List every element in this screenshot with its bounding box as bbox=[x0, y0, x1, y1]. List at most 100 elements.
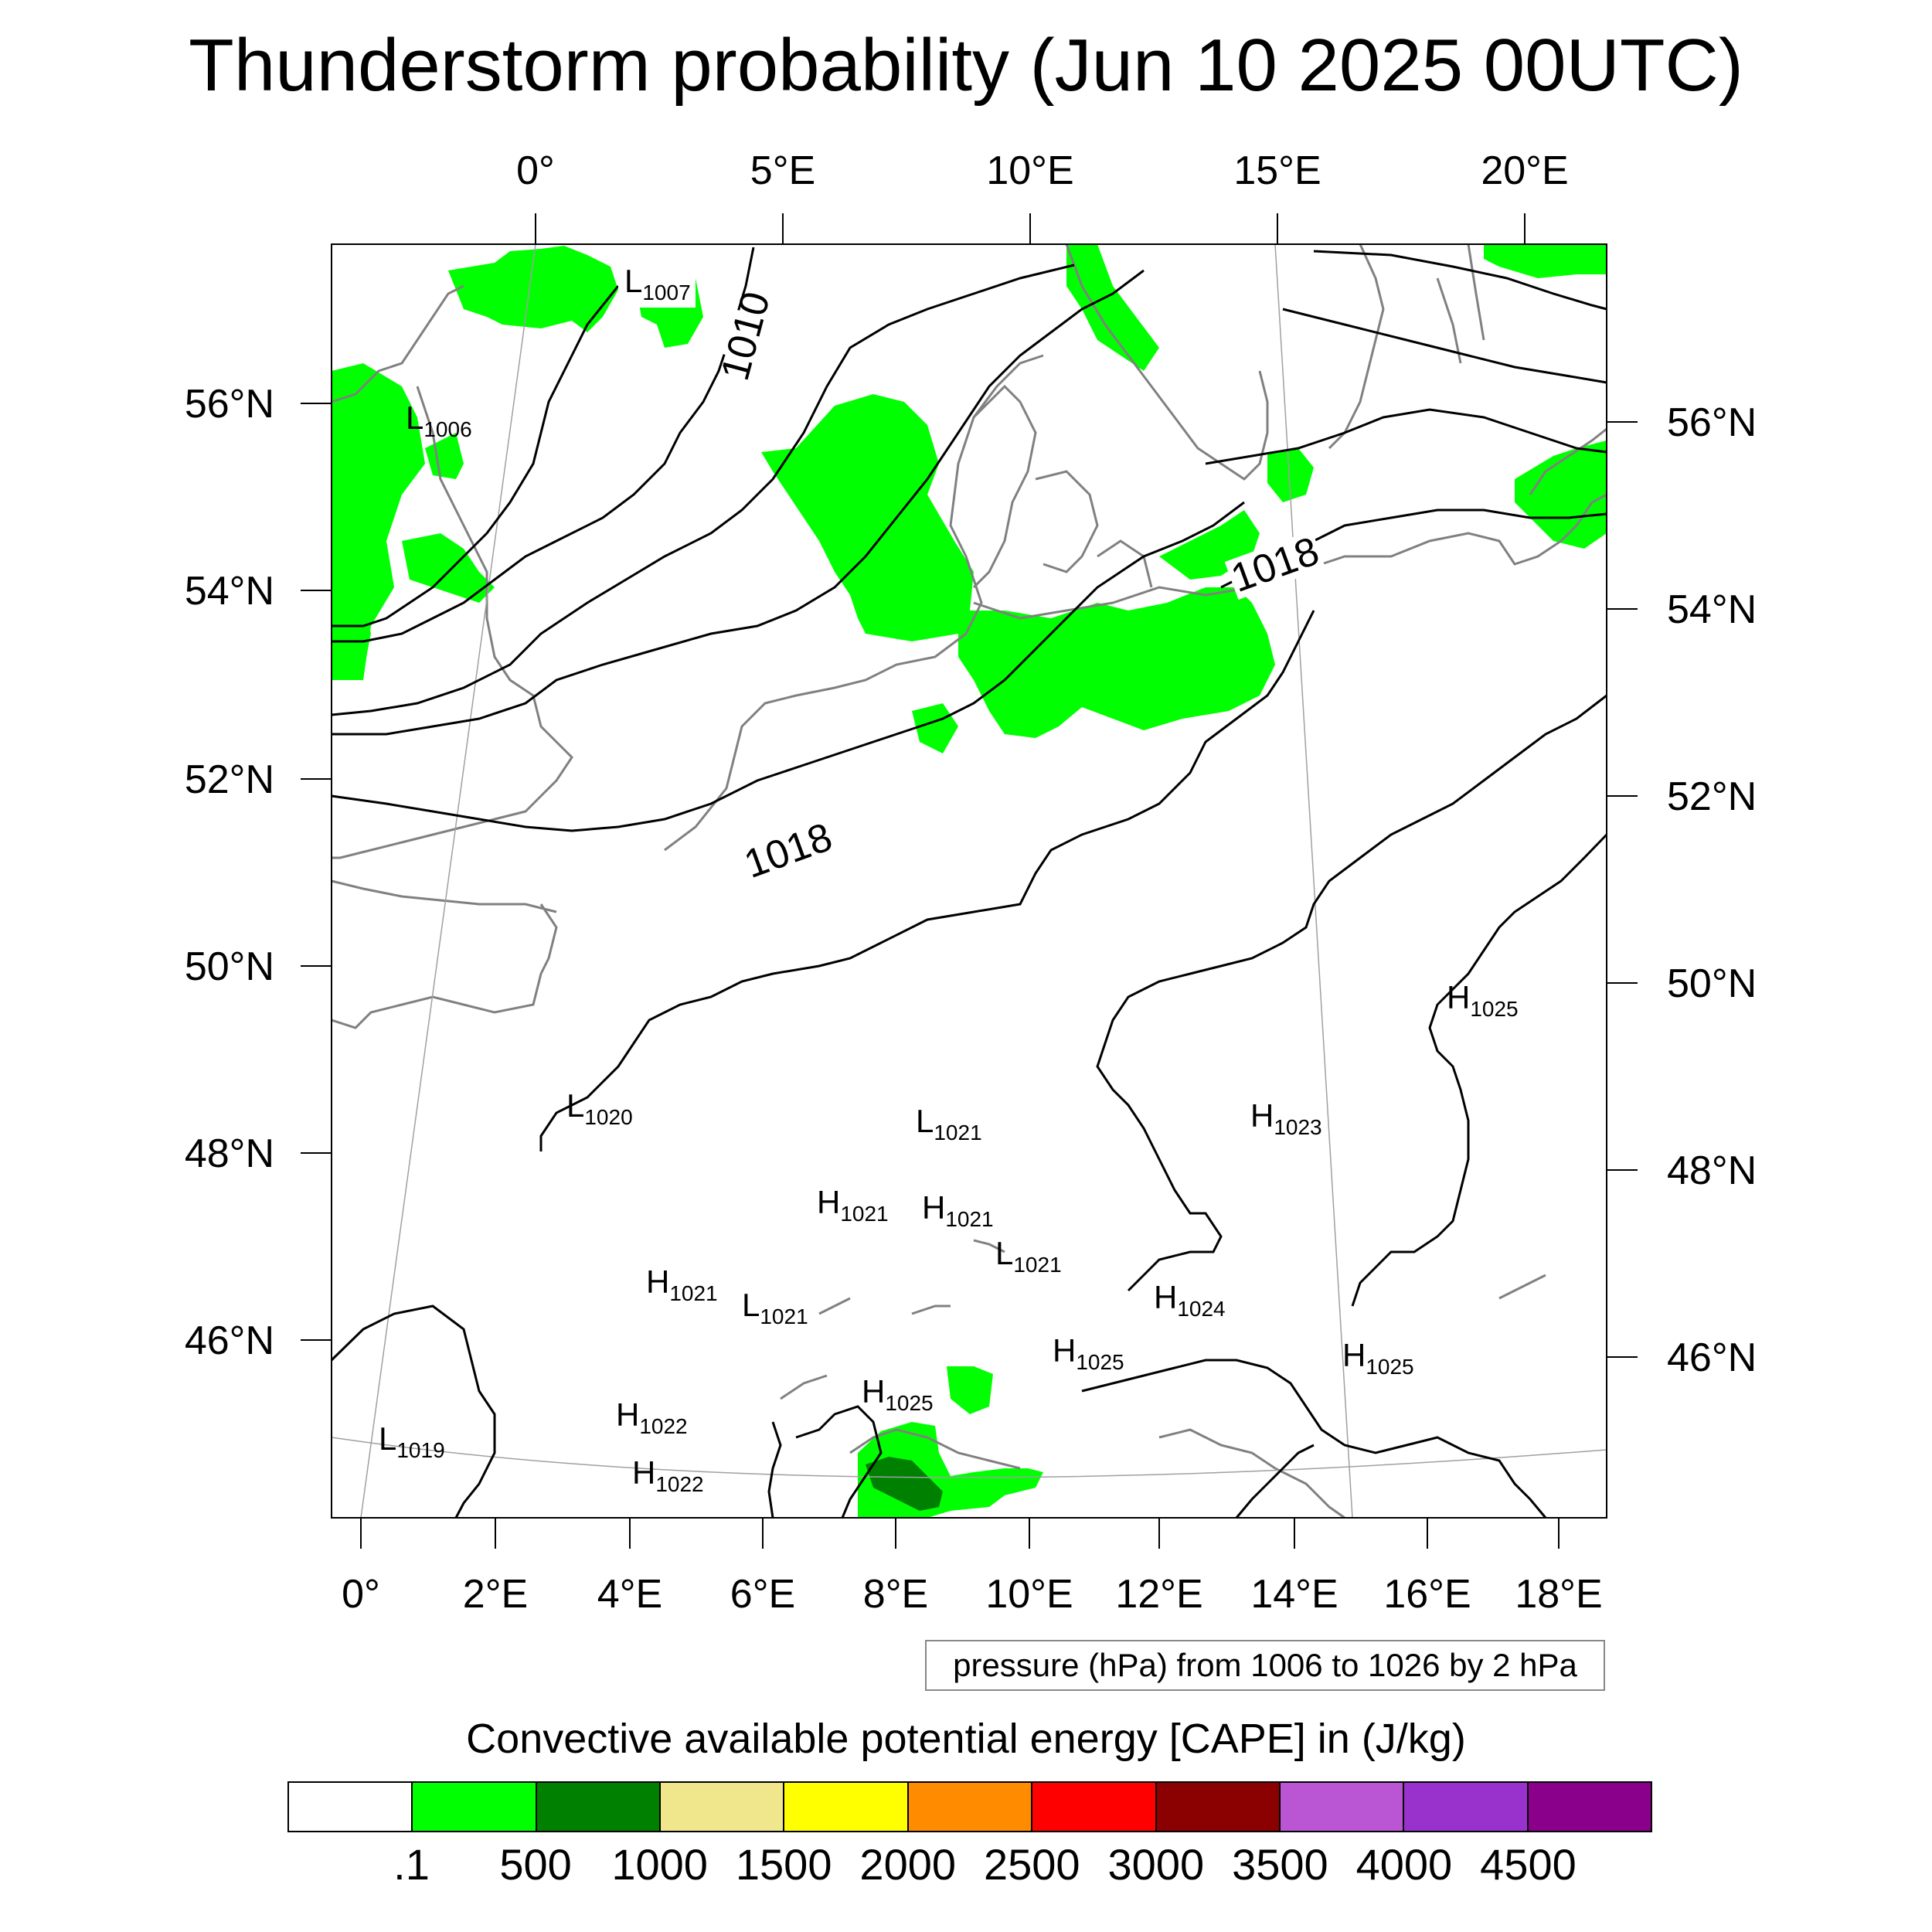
left-lat-label: 50°N bbox=[185, 944, 274, 989]
isobar-6 bbox=[1313, 250, 1607, 311]
top-lon-label: 0° bbox=[516, 148, 555, 193]
bottom-lon-label: 6°E bbox=[730, 1572, 795, 1617]
isobar-10 bbox=[539, 610, 1315, 1151]
coastline-balaton bbox=[1498, 1274, 1546, 1300]
colorbar-cell bbox=[1528, 1783, 1651, 1831]
pressure-center-label: H1025 bbox=[1342, 1337, 1414, 1379]
right-lat-label: 46°N bbox=[1667, 1335, 1757, 1380]
bottom-lon-label: 2°E bbox=[463, 1572, 528, 1617]
coastline-baltic-states bbox=[1529, 427, 1607, 495]
right-lat-label: 52°N bbox=[1667, 774, 1757, 819]
coastline-france bbox=[331, 903, 558, 1029]
right-lat-label: 56°N bbox=[1667, 400, 1757, 445]
cape-area-scandinavia-top bbox=[1066, 244, 1159, 371]
right-lat-label: 48°N bbox=[1667, 1148, 1757, 1193]
colorbar-cell bbox=[784, 1783, 909, 1831]
pressure-center-label: H1021 bbox=[646, 1264, 718, 1305]
cape-area-uk-left bbox=[332, 363, 425, 680]
right-lat-label: 50°N bbox=[1667, 961, 1757, 1006]
isobar-7 bbox=[1282, 308, 1607, 384]
bottom-lon-label: 8°E bbox=[863, 1572, 928, 1617]
coastline-denmark bbox=[972, 384, 1153, 589]
colorbar-label: 1500 bbox=[735, 1840, 832, 1889]
chart-title: Thunderstorm probability (Jun 10 2025 00… bbox=[189, 24, 1743, 107]
cape-area-northsea-center bbox=[761, 394, 974, 641]
graticule-meridian-15e bbox=[1274, 243, 1353, 1519]
cape-area-england-east bbox=[402, 533, 495, 603]
colorbar-cell bbox=[1404, 1783, 1529, 1831]
left-lat-label: 52°N bbox=[185, 757, 274, 802]
colorbar-label: 1000 bbox=[611, 1840, 708, 1889]
pressure-center-label: H1025 bbox=[1053, 1332, 1124, 1374]
right-lat-label: 54°N bbox=[1667, 587, 1757, 632]
left-lat-label: 46°N bbox=[185, 1318, 274, 1363]
coastline-adriatic bbox=[1158, 1428, 1345, 1519]
pressure-center-label: H1022 bbox=[632, 1454, 704, 1496]
colorbar bbox=[287, 1781, 1652, 1832]
colorbar-cell bbox=[289, 1783, 413, 1831]
isobar-13 bbox=[330, 1304, 496, 1519]
colorbar-label: 2000 bbox=[859, 1840, 957, 1889]
coastline-layer bbox=[331, 243, 1607, 1519]
top-lon-label: 5°E bbox=[750, 148, 815, 193]
isobar-2 bbox=[332, 247, 755, 643]
coastline-gotland bbox=[1436, 243, 1485, 364]
colorbar-cell bbox=[1280, 1783, 1405, 1831]
colorbar-label: 2500 bbox=[983, 1840, 1080, 1889]
pressure-center-label: L1006 bbox=[406, 400, 472, 441]
map-border bbox=[331, 243, 1607, 1519]
pressure-center-label: L1020 bbox=[566, 1087, 633, 1129]
pressure-center-label: L1021 bbox=[742, 1287, 808, 1328]
colorbar-cell bbox=[908, 1783, 1033, 1831]
colorbar-label: 3500 bbox=[1232, 1840, 1328, 1889]
coastline-britain bbox=[331, 284, 573, 859]
coastline-lake-constance bbox=[973, 1239, 1005, 1253]
colorbar-cell bbox=[1032, 1783, 1157, 1831]
cape-area-sweden bbox=[1267, 448, 1314, 502]
bottom-lon-label: 18°E bbox=[1515, 1572, 1602, 1617]
cape-area-italy-dark bbox=[866, 1457, 943, 1511]
isobar-14 bbox=[795, 1405, 883, 1519]
bottom-lon-label: 16°E bbox=[1383, 1572, 1471, 1617]
cape-area-baltic-right bbox=[1484, 244, 1607, 278]
isobar-11 bbox=[1096, 694, 1607, 1292]
colorbar-cell bbox=[661, 1783, 785, 1831]
pressure-center-label: H1025 bbox=[1447, 979, 1519, 1021]
map-frame bbox=[332, 244, 1607, 1518]
cape-area-alps-1 bbox=[947, 1366, 993, 1414]
top-lon-label: 20°E bbox=[1481, 148, 1568, 193]
pressure-center-label: H1021 bbox=[817, 1184, 889, 1226]
colorbar-label: 4000 bbox=[1355, 1840, 1453, 1889]
isobar-15 bbox=[767, 1421, 782, 1519]
pressure-center-label: H1021 bbox=[922, 1189, 994, 1231]
isobar-8 bbox=[1205, 408, 1607, 465]
coastline-italy-north bbox=[849, 1428, 1021, 1470]
cape-area-lithuania bbox=[1515, 440, 1607, 549]
isobar-12 bbox=[1351, 833, 1608, 1307]
coastline-scandinavia-east bbox=[1328, 243, 1385, 450]
coastline-baltic-south bbox=[973, 493, 1607, 620]
colorbar-label: 500 bbox=[499, 1840, 572, 1889]
colorbar-label: 3000 bbox=[1107, 1840, 1205, 1889]
coastline-britain-south bbox=[331, 879, 557, 913]
coastline-lakes bbox=[780, 1297, 951, 1400]
isobar-3 bbox=[331, 264, 1075, 716]
graticule-meridian-0 bbox=[360, 243, 536, 1519]
colorbar-cell bbox=[1156, 1783, 1281, 1831]
colorbar-cell bbox=[536, 1783, 662, 1831]
bottom-lon-label: 10°E bbox=[985, 1572, 1073, 1617]
left-lat-label: 56°N bbox=[185, 382, 274, 427]
top-lon-label: 15°E bbox=[1233, 148, 1321, 193]
top-lon-labels: 0° 5°E 10°E 15°E 20°E bbox=[516, 148, 1569, 193]
bottom-lon-label: 4°E bbox=[597, 1572, 662, 1617]
left-lat-labels: 56°N 54°N 52°N 50°N 48°N 46°N bbox=[185, 382, 274, 1363]
bottom-lon-labels: 0° 2°E 4°E 6°E 8°E 10°E 12°E 14°E 16°E 1… bbox=[342, 1572, 1603, 1617]
pressure-center-label: L1007 bbox=[624, 263, 691, 304]
isobar-5 bbox=[331, 501, 1245, 832]
pressure-center-label: L1021 bbox=[995, 1235, 1062, 1277]
pressure-center-label: L1019 bbox=[379, 1420, 445, 1462]
right-lat-labels: 56°N 54°N 52°N 50°N 48°N 46°N bbox=[1667, 400, 1757, 1380]
cape-fill-dark bbox=[866, 1457, 943, 1511]
bottom-lon-label: 14°E bbox=[1250, 1572, 1338, 1617]
pressure-center-label: H1024 bbox=[1154, 1279, 1226, 1321]
